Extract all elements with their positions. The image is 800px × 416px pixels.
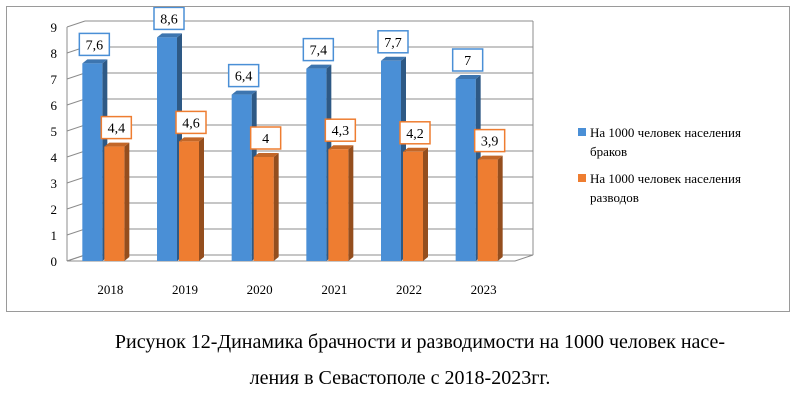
bar-top	[403, 147, 428, 152]
grid-depth-line	[66, 98, 86, 106]
bar-top	[477, 155, 503, 160]
bar	[403, 151, 423, 261]
bar-top	[328, 145, 354, 150]
chart-frame: 0 1 2 3 4 5 6 7 8 9 2018 7,6 4,4 2019 8,6 4,6 2020 6,4 4 20…	[6, 6, 790, 312]
bar-top	[306, 64, 332, 69]
bar-side	[348, 145, 354, 261]
grid-depth-line	[66, 20, 86, 28]
grid-depth-line	[66, 228, 86, 236]
data-label-box	[227, 63, 260, 88]
bar-top	[455, 75, 481, 79]
bar	[306, 68, 327, 261]
y-tick-label: 7	[51, 72, 58, 87]
data-label: 7,6	[86, 38, 104, 53]
chart-floor	[66, 254, 534, 262]
data-label-box	[451, 48, 484, 72]
y-tick-label: 6	[51, 98, 58, 113]
bar-side	[497, 155, 503, 261]
y-tick-label: 9	[51, 20, 58, 35]
data-label-box	[324, 118, 357, 142]
bar-top	[179, 137, 204, 142]
grid-depth-line	[66, 150, 86, 158]
data-label: 4	[262, 132, 269, 147]
bar	[179, 141, 199, 261]
x-tick-label: 2019	[172, 282, 198, 297]
grid-depth-line	[66, 72, 86, 80]
data-label-box	[249, 126, 282, 150]
bar	[477, 159, 498, 261]
y-tick-label: 2	[51, 202, 58, 217]
bar	[104, 146, 125, 261]
data-label-box	[377, 30, 409, 54]
x-tick-label: 2022	[396, 282, 422, 297]
y-tick-label: 4	[51, 150, 58, 165]
bar-side	[423, 147, 428, 261]
y-tick-label: 3	[51, 176, 58, 191]
data-label: 4,4	[108, 122, 126, 137]
bar	[381, 60, 401, 261]
bar	[328, 149, 349, 261]
legend-swatch	[578, 174, 586, 182]
bar	[231, 94, 252, 261]
bar-side	[273, 153, 279, 261]
bar	[253, 157, 274, 261]
legend-label: браков	[590, 144, 627, 159]
x-tick-label: 2023	[471, 282, 497, 297]
data-label-box	[399, 121, 431, 145]
bar-top	[82, 59, 108, 64]
bar-top	[253, 153, 279, 157]
bar	[82, 63, 103, 262]
data-label-box	[473, 128, 506, 153]
bar-top	[381, 56, 406, 61]
data-label: 7	[464, 54, 471, 69]
data-label: 7,7	[384, 36, 402, 51]
data-label: 4,6	[182, 116, 200, 131]
grid-depth-line	[66, 176, 86, 184]
y-tick-label: 1	[51, 228, 58, 243]
y-tick-label: 5	[51, 124, 58, 139]
grid-depth-line	[66, 202, 86, 210]
data-label: 7,4	[310, 44, 328, 59]
x-tick-label: 2021	[321, 282, 347, 297]
bar-side	[124, 142, 130, 261]
bar-side	[199, 137, 204, 261]
data-label-box	[153, 7, 185, 31]
data-label-box	[100, 115, 133, 140]
legend-label: разводов	[590, 190, 639, 205]
data-label-box	[175, 110, 207, 135]
data-label: 4,2	[406, 127, 424, 142]
bar-top	[231, 90, 257, 95]
figure-caption-line-2: ления в Севастополе с 2018-2023гг.	[249, 367, 551, 389]
data-label: 3,9	[481, 135, 499, 150]
data-label: 6,4	[235, 70, 253, 85]
grid-depth-line	[66, 124, 86, 132]
legend-label: На 1000 человек населения	[590, 171, 741, 186]
x-tick-label: 2018	[97, 282, 123, 297]
y-tick-label: 0	[51, 254, 58, 269]
legend-swatch	[578, 128, 586, 136]
bar-top	[157, 33, 182, 38]
data-label-box	[78, 32, 111, 57]
bar	[455, 79, 476, 261]
y-tick-label: 8	[51, 46, 58, 61]
bar-chart: 0 1 2 3 4 5 6 7 8 9 2018 7,6 4,4 2019 8,6 4,6 2020 6,4 4 20…	[51, 7, 741, 297]
bar	[157, 37, 177, 262]
x-tick-label: 2020	[247, 282, 273, 297]
data-label: 8,6	[160, 12, 178, 27]
bar-top	[104, 142, 130, 147]
data-label: 4,3	[332, 124, 350, 139]
legend-label: На 1000 человек населения	[590, 125, 741, 140]
data-label-box	[302, 37, 335, 62]
figure-caption-line-1: Рисунок 12-Динамика брачности и разводим…	[114, 331, 726, 353]
